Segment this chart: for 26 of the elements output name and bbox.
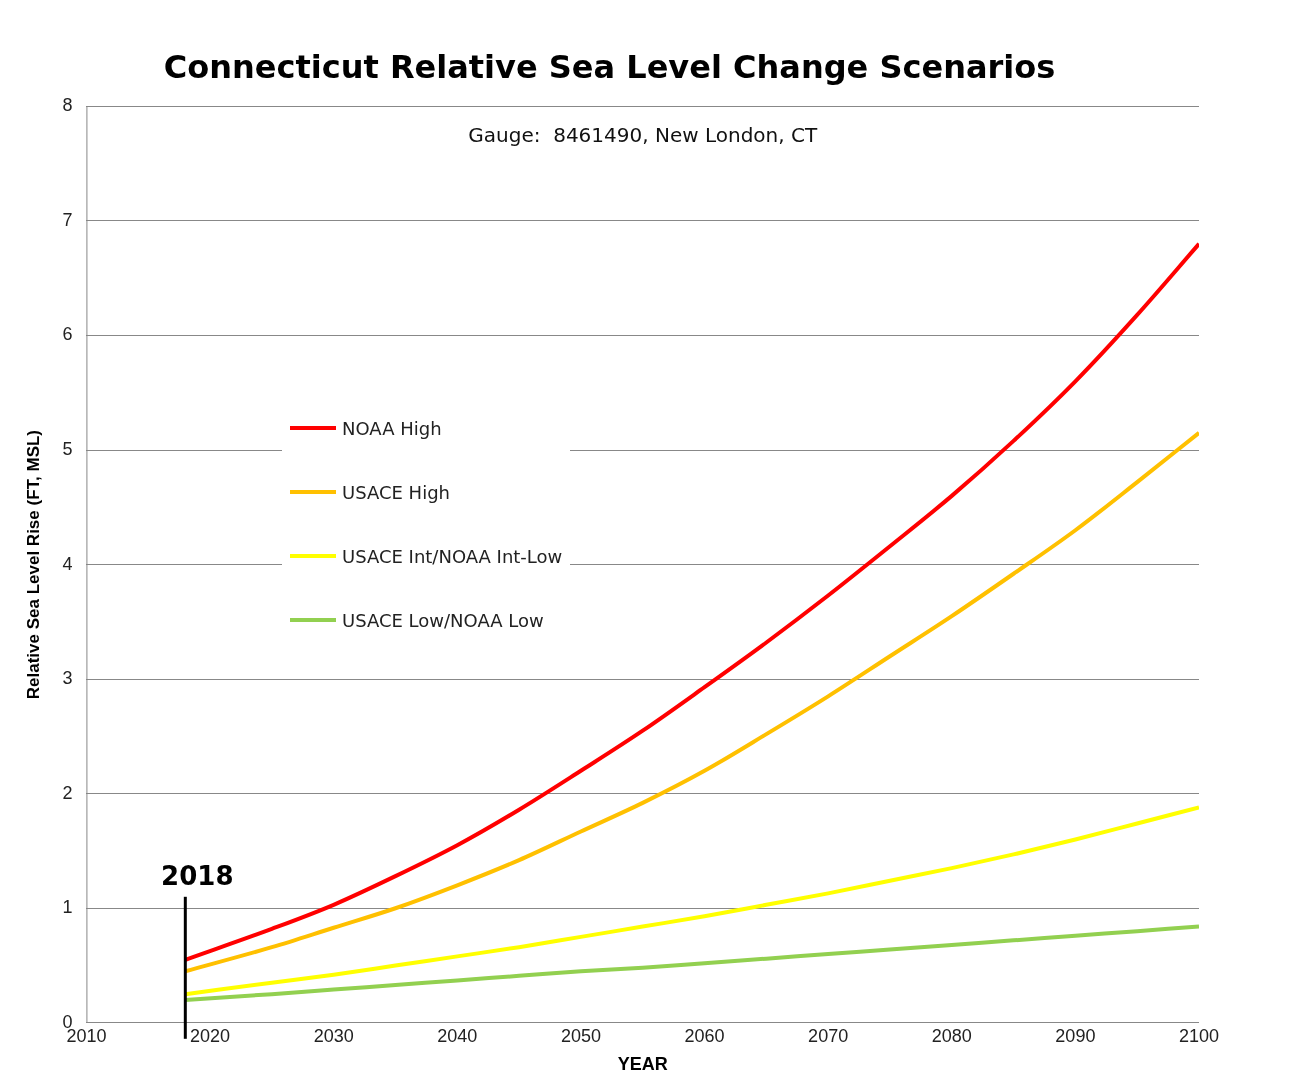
- y-tick-label: 4: [62, 553, 73, 574]
- x-axis-title: YEAR: [617, 1054, 668, 1075]
- chart-title: Connecticut Relative Sea Level Change Scenarios: [163, 47, 1056, 86]
- x-tick-label: 2020: [190, 1025, 231, 1046]
- y-tick-label: 8: [62, 95, 73, 116]
- y-tick-label: 2: [62, 782, 73, 803]
- y-tick-label: 3: [62, 668, 73, 689]
- x-tick-label: 2080: [931, 1025, 972, 1046]
- y-tick-label: 6: [62, 324, 73, 345]
- x-tick-label: 2040: [437, 1025, 478, 1046]
- legend-label: USACE Low/NOAA Low: [342, 609, 544, 631]
- y-tick-label: 1: [62, 897, 73, 918]
- annotation: Gauge: 8461490, New London, CT: [468, 122, 818, 147]
- x-tick-label: 2030: [313, 1025, 354, 1046]
- legend-label: USACE High: [342, 481, 450, 503]
- y-tick-label: 5: [62, 439, 73, 460]
- y-tick-label: 7: [62, 209, 73, 230]
- x-tick-label: 2050: [560, 1025, 601, 1046]
- legend-label: USACE Int/NOAA Int-Low: [342, 545, 563, 567]
- x-tick-label: 2100: [1178, 1025, 1220, 1046]
- x-tick-label: 2070: [808, 1025, 849, 1046]
- legend-label: NOAA High: [342, 417, 442, 439]
- y-axis-title: Relative Sea Level Rise (FT, MSL): [23, 429, 43, 700]
- ref-line-label: 2018: [161, 860, 234, 891]
- x-tick-label: 2090: [1055, 1025, 1096, 1046]
- x-tick-label: 2060: [684, 1025, 725, 1046]
